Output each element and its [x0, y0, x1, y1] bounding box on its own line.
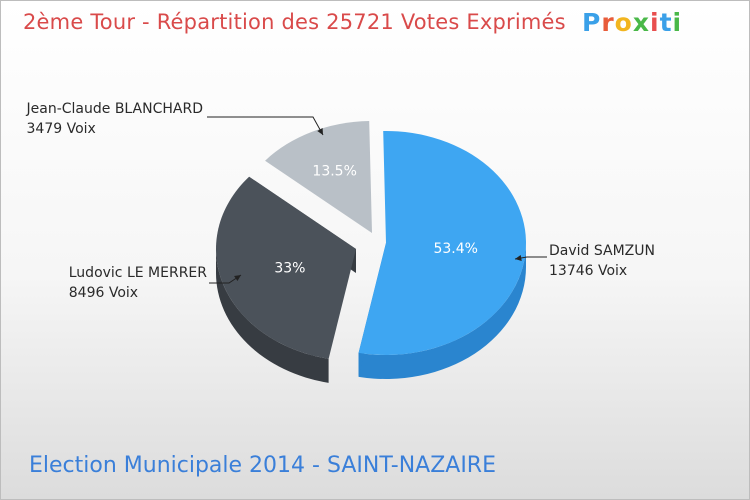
- chart-title: 2ème Tour - Répartition des 25721 Votes …: [23, 10, 566, 34]
- logo-letter: i: [650, 8, 660, 37]
- leader-arrow: [234, 275, 241, 282]
- logo-letter: o: [614, 8, 633, 37]
- slice-percent-label: 13.5%: [312, 163, 356, 179]
- proxiti-logo[interactable]: Proxiti: [582, 8, 682, 37]
- logo-letter: i: [672, 8, 683, 37]
- slice-votes-label: 13746 Voix: [549, 263, 627, 279]
- pie-slice[interactable]: [215, 176, 356, 359]
- slice-votes-label: 3479 Voix: [27, 121, 96, 137]
- slice-votes-label: 8496 Voix: [69, 285, 138, 301]
- logo-letter: P: [582, 8, 602, 37]
- slice-percent-label: 33%: [274, 260, 305, 276]
- leader-arrow: [317, 128, 323, 135]
- pie-slice[interactable]: [265, 121, 372, 233]
- logo-letter: t: [659, 8, 673, 37]
- slice-percent-label: 53.4%: [433, 241, 477, 257]
- slice-name-label: David SAMZUN: [549, 243, 655, 259]
- pie-slice-side: [358, 243, 527, 380]
- logo-letter: r: [601, 8, 615, 37]
- slice-name-label: Jean-Claude BLANCHARD: [26, 101, 203, 117]
- slice-name-label: Ludovic LE MERRER: [69, 265, 208, 281]
- logo-letter: x: [632, 8, 650, 37]
- leader-arrow: [515, 254, 522, 261]
- pie-slice-side: [216, 249, 329, 383]
- leader-line: [207, 116, 324, 136]
- pie-slice[interactable]: [358, 131, 526, 355]
- election-subtitle: Election Municipale 2014 - SAINT-NAZAIRE: [29, 453, 496, 478]
